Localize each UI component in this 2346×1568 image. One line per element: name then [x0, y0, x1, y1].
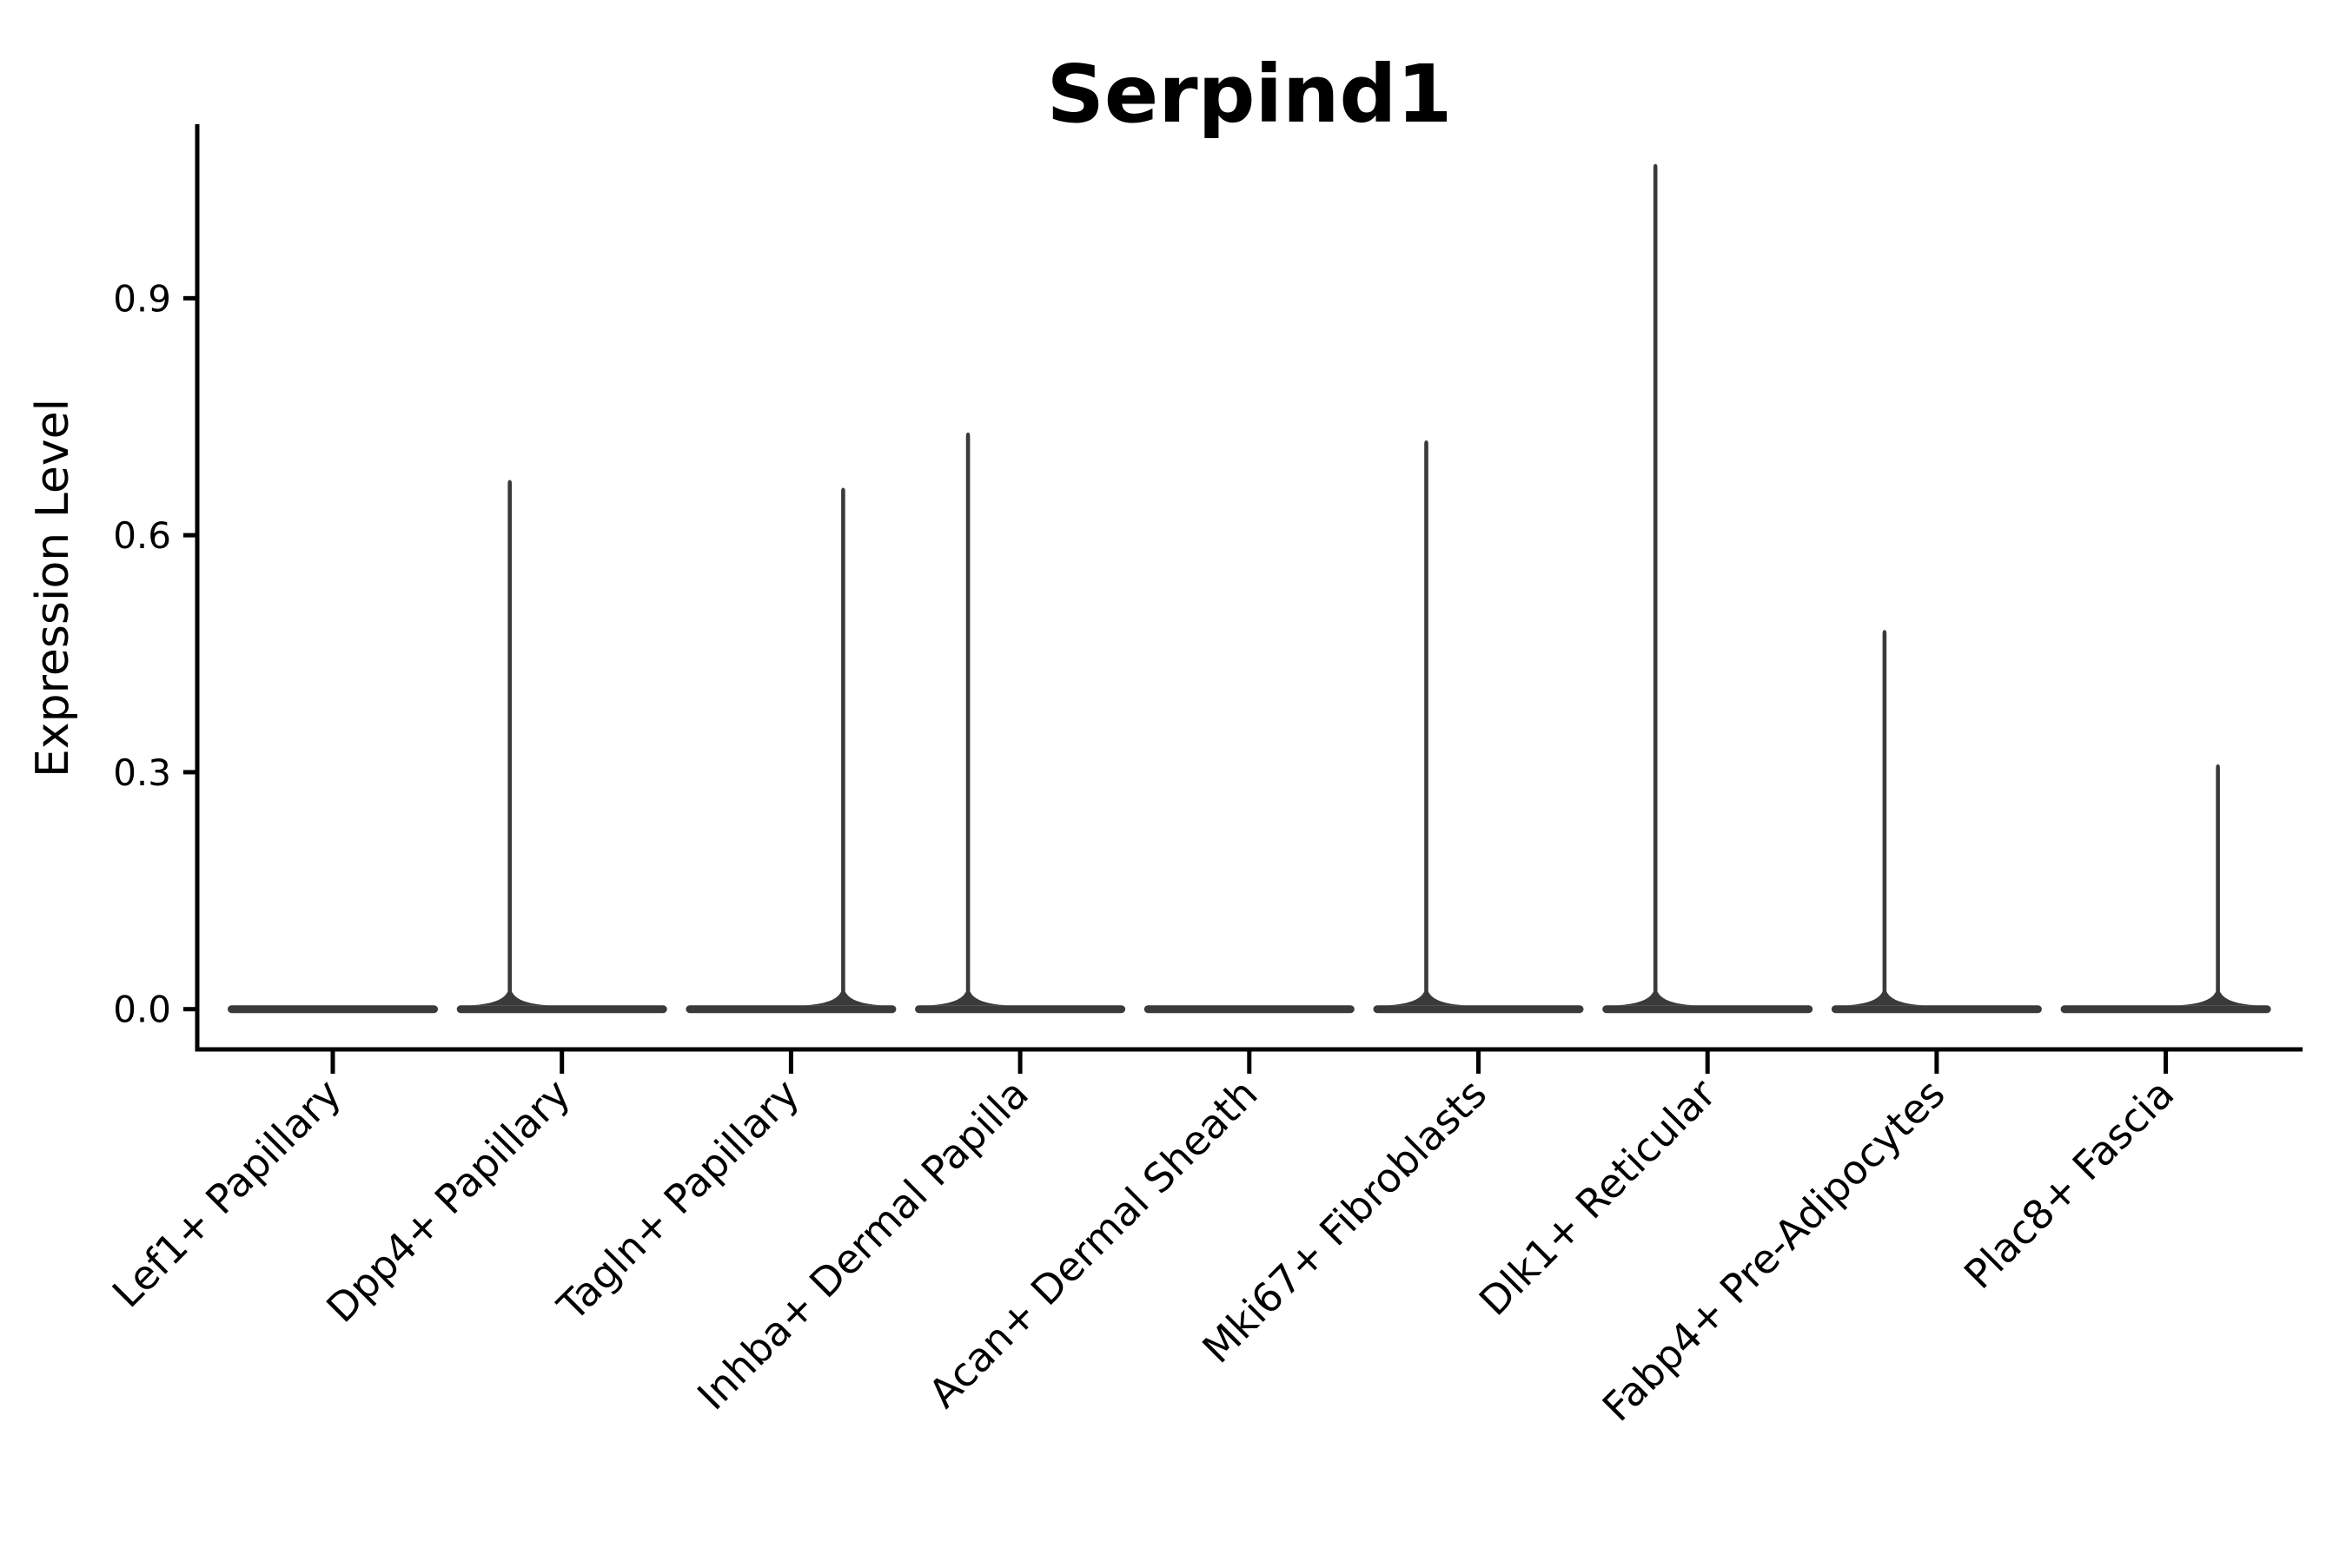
violin-spike	[2179, 764, 2257, 1006]
violin-spike	[1617, 163, 1694, 1006]
violin	[1373, 440, 1584, 1014]
x-tick-label: Plac8+ Fascia	[1955, 1070, 2183, 1298]
violin-body	[1602, 1005, 1813, 1014]
violin-body	[2060, 1005, 2271, 1014]
violin-body	[1143, 1005, 1355, 1014]
x-tick-label: Dpp4+ Papillary	[317, 1070, 579, 1332]
y-axis-ticks: 0.0 0.3 0.6 0.9	[113, 277, 197, 1031]
y-tick-label: 0.3	[113, 751, 171, 794]
violin	[228, 1005, 438, 1014]
x-tick-label: Tagln+ Papillary	[548, 1070, 809, 1331]
violin-body	[456, 1005, 667, 1014]
x-tick-label: Dlk1+ Reticular	[1470, 1070, 1725, 1325]
violin-spike	[1388, 440, 1465, 1006]
y-tick-label: 0.0	[113, 989, 171, 1031]
violin-body	[915, 1005, 1126, 1014]
violin	[1831, 630, 2042, 1014]
violin-body	[1373, 1005, 1584, 1014]
violin	[456, 480, 667, 1014]
violin	[1143, 1005, 1355, 1014]
violin	[686, 487, 897, 1014]
violin-spike	[1846, 630, 1923, 1006]
y-tick-label: 0.6	[113, 514, 171, 557]
violin-body	[1831, 1005, 2042, 1014]
chart-title: Serpind1	[1047, 48, 1453, 141]
violin-spike	[471, 480, 548, 1006]
violin-body	[228, 1005, 438, 1014]
violin	[1602, 163, 1813, 1014]
x-tick-label: Lef1+ Papillary	[103, 1070, 350, 1317]
violin-spike	[805, 487, 882, 1006]
y-axis-label: Expression Level	[27, 399, 79, 777]
violin-body	[686, 1005, 897, 1014]
violin	[915, 432, 1126, 1014]
violin-spike	[930, 432, 1007, 1006]
violins	[228, 163, 2271, 1014]
y-tick-label: 0.9	[113, 277, 171, 320]
violin	[2060, 764, 2271, 1014]
